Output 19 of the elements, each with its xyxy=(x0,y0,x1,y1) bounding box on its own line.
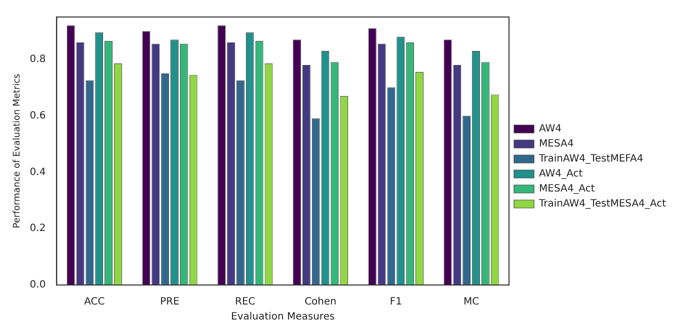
legend-label: TrainAW4_TestMEFA4 xyxy=(538,154,644,165)
x-tick-label: ACC xyxy=(84,296,105,308)
legend-label: TrainAW4_TestMESA4_Act xyxy=(538,198,666,210)
y-tick-label: 0.0 xyxy=(30,280,46,291)
legend-label: AW4_Act xyxy=(539,168,583,180)
y-tick-label: 0.2 xyxy=(30,223,46,234)
y-tick-label: 0.4 xyxy=(30,166,46,178)
legend-label: MESA4_Act xyxy=(539,184,595,195)
x-tick-label: REC xyxy=(235,296,256,308)
legend-label: MESA4 xyxy=(539,138,574,150)
y-tick-label: 0.8 xyxy=(30,54,46,65)
x-tick-label: F1 xyxy=(390,296,402,308)
x-tick-label: Cohen xyxy=(304,296,337,308)
x-tick-label: MC xyxy=(464,296,480,308)
x-tick-label: PRE xyxy=(160,296,180,308)
x-axis-title: Evaluation Measures xyxy=(231,312,335,323)
legend-label: AW4 xyxy=(539,124,562,135)
y-axis-title: Performance of Evaluation Metrics xyxy=(12,73,23,228)
y-tick-label: 0.6 xyxy=(30,110,46,122)
